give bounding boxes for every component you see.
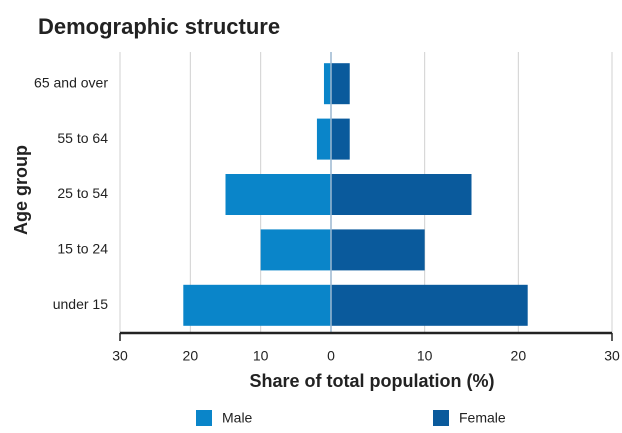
bar xyxy=(316,118,331,160)
x-tick-label: 20 xyxy=(183,348,199,364)
bar xyxy=(331,63,350,105)
y-tick-label: 55 to 64 xyxy=(57,130,108,146)
y-tick-label: 15 to 24 xyxy=(57,241,108,257)
bar xyxy=(323,63,331,105)
bar xyxy=(331,284,528,326)
bar xyxy=(331,118,350,160)
x-tick-label: 10 xyxy=(417,348,433,364)
legend-swatch xyxy=(433,410,449,426)
x-tick-label: 0 xyxy=(327,348,335,364)
x-tick-label: 10 xyxy=(253,348,269,364)
x-tick-label: 20 xyxy=(511,348,527,364)
x-axis-label: Share of total population (%) xyxy=(250,371,495,391)
x-tick-label: 30 xyxy=(604,348,620,364)
y-tick-label: under 15 xyxy=(53,296,108,312)
bar xyxy=(331,174,472,215)
bar xyxy=(331,229,425,271)
x-tick-label: 30 xyxy=(112,348,128,364)
y-tick-label: 65 and over xyxy=(34,74,108,90)
chart-title: Demographic structure xyxy=(38,14,280,39)
y-axis-label: Age group xyxy=(11,145,31,235)
legend-label: Female xyxy=(459,410,506,426)
y-tick-label: 25 to 54 xyxy=(57,185,108,201)
legend-label: Male xyxy=(222,410,253,426)
bar xyxy=(260,229,331,271)
bar xyxy=(183,284,331,326)
bar xyxy=(225,174,331,215)
legend-swatch xyxy=(196,410,212,426)
